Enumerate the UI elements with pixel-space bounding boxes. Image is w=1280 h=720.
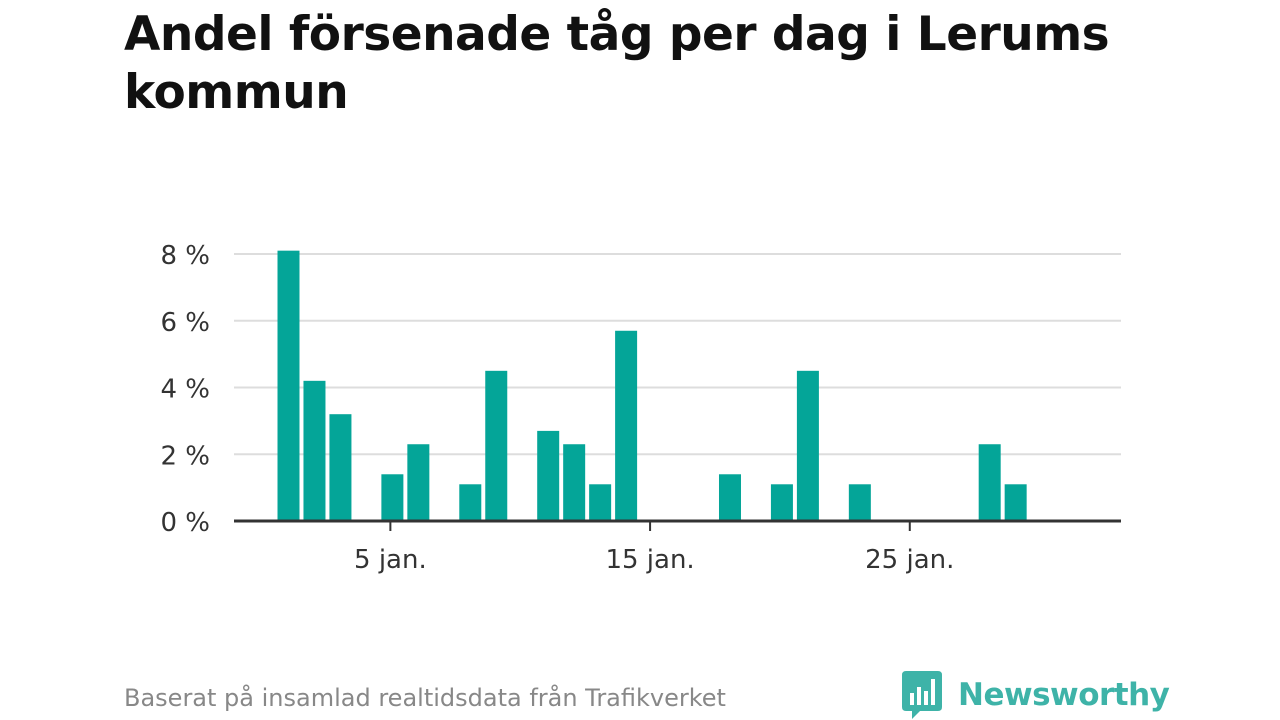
bar	[1004, 484, 1027, 521]
x-axis	[234, 519, 1121, 531]
bar	[615, 330, 638, 521]
bar	[277, 250, 300, 521]
bar	[407, 444, 430, 521]
bar	[381, 474, 404, 521]
y-tick-label: 4 %	[160, 375, 210, 405]
bar	[563, 444, 586, 521]
brand-logo[interactable]: Newsworthy	[902, 670, 1170, 720]
bar	[848, 484, 871, 521]
bar	[485, 370, 508, 521]
grid-lines	[234, 253, 1121, 456]
chart-title: Andel försenade tåg per dag i Lerums kom…	[124, 7, 1110, 120]
y-tick-label: 2 %	[160, 441, 210, 471]
bar	[459, 484, 482, 521]
x-tick-label: 15 jan.	[605, 545, 694, 575]
brand-name: Newsworthy	[958, 677, 1170, 713]
bar	[718, 474, 741, 521]
x-tick-label: 5 jan.	[354, 545, 427, 575]
y-tick-label: 8 %	[160, 241, 210, 271]
source-note: Baserat på insamlad realtidsdata från Tr…	[124, 684, 726, 712]
bar	[978, 444, 1001, 521]
bar	[537, 430, 560, 521]
bar	[796, 370, 819, 521]
bar	[329, 414, 352, 521]
y-axis-tick-labels: 0 % 2 % 4 % 6 % 8 %	[160, 241, 210, 538]
bars	[277, 250, 1027, 521]
x-axis-tick-labels: 5 jan. 15 jan. 25 jan.	[354, 545, 954, 575]
bar	[770, 484, 793, 521]
bar	[589, 484, 612, 521]
bar	[303, 380, 326, 521]
y-tick-label: 6 %	[160, 308, 210, 338]
x-tick-label: 25 jan.	[865, 545, 954, 575]
y-tick-label: 0 %	[160, 508, 210, 538]
bar-chart-speech-bubble-icon	[902, 671, 942, 719]
